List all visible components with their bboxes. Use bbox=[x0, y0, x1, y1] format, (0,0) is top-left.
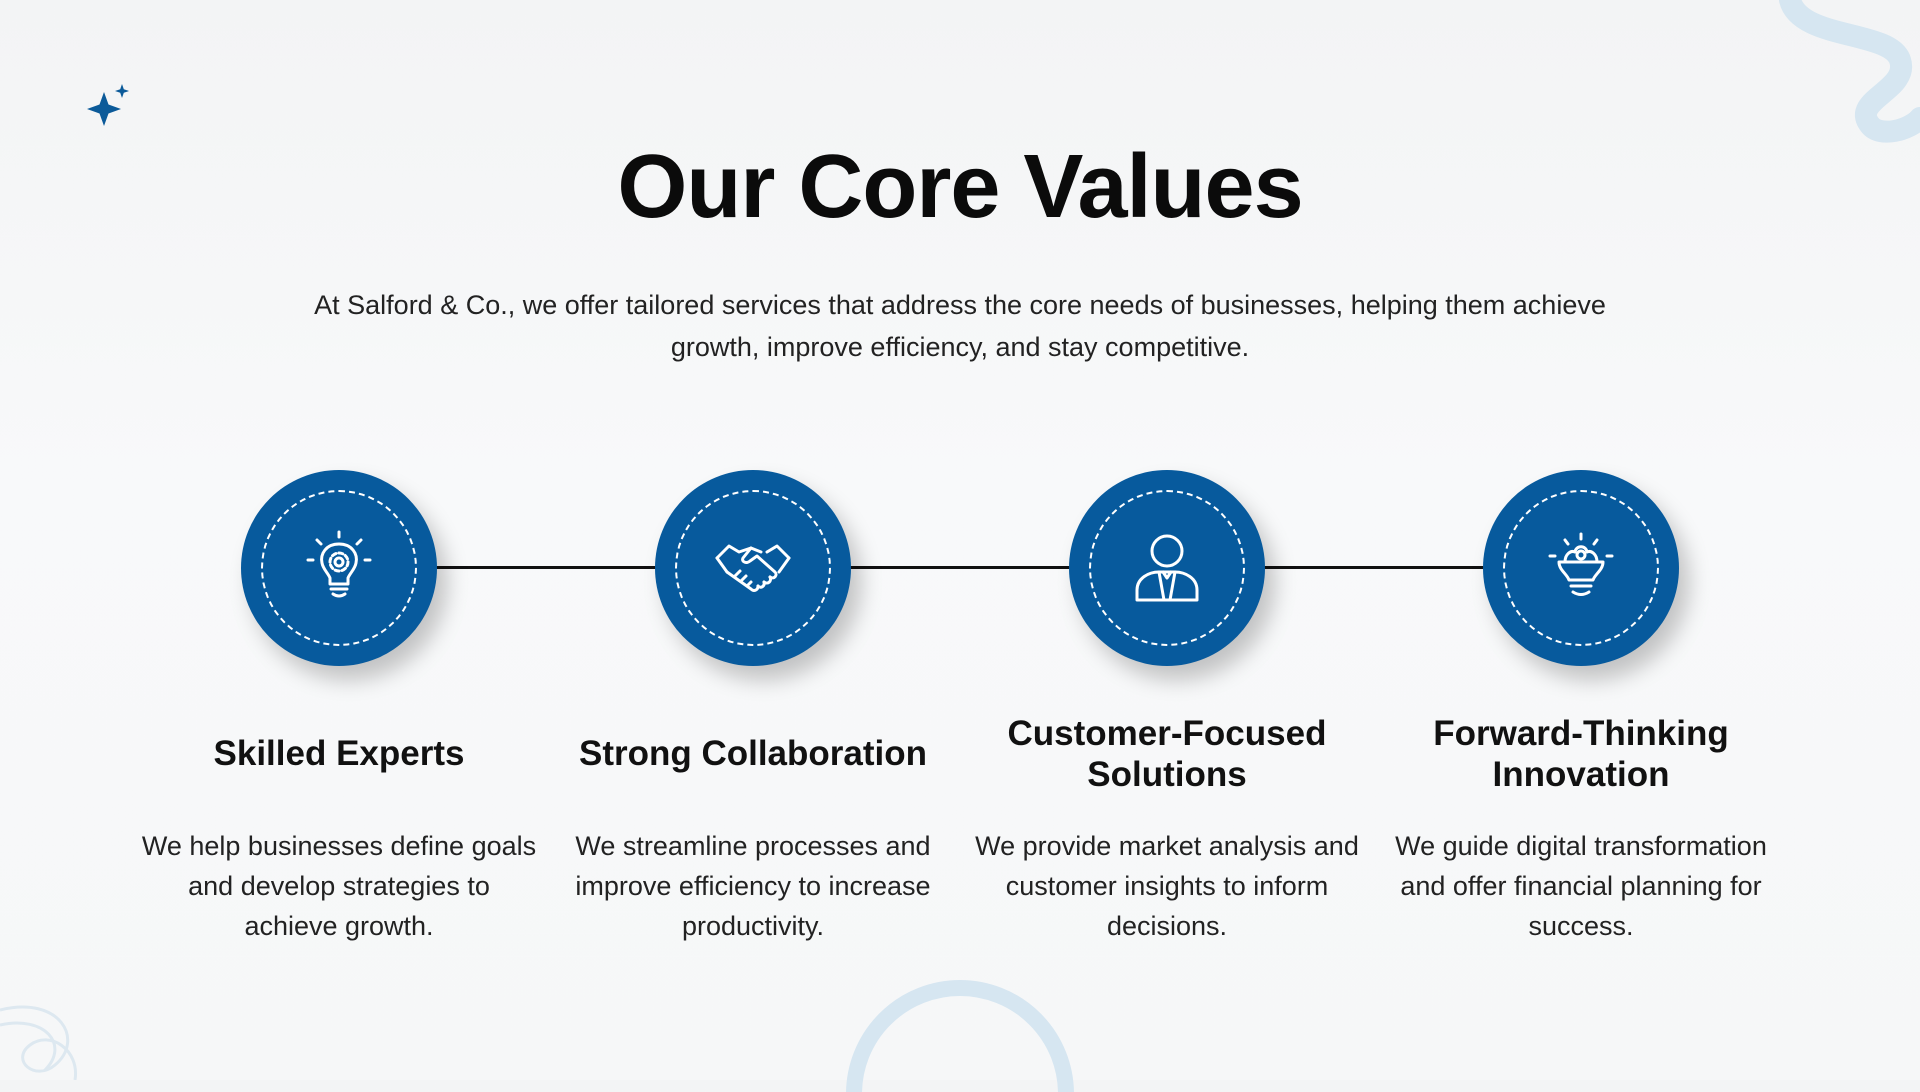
value-text-customer-focused: We provide market analysis and customer … bbox=[975, 831, 1359, 941]
value-text-strong-collaboration: We streamline processes and improve effi… bbox=[575, 831, 931, 941]
arc-decoration bbox=[846, 980, 1074, 1092]
timeline-connector bbox=[340, 566, 1580, 569]
loop-decoration bbox=[0, 1005, 77, 1080]
lightbulb-innovation-icon bbox=[1548, 532, 1614, 596]
value-circle-forward-thinking bbox=[1483, 470, 1679, 666]
handshake-icon bbox=[715, 544, 791, 592]
person-icon bbox=[1135, 534, 1199, 602]
sparkle-icon bbox=[87, 84, 129, 126]
value-text-skilled-experts: We help businesses define goals and deve… bbox=[141, 831, 537, 941]
value-text-forward-thinking: We guide digital transformation and offe… bbox=[1395, 831, 1767, 941]
value-title-forward-thinking: Forward-Thinking Innovation bbox=[1433, 714, 1729, 794]
value-circle-skilled-experts bbox=[241, 470, 437, 666]
lightbulb-gear-icon bbox=[306, 530, 372, 598]
value-title-skilled-experts: Skilled Experts bbox=[213, 734, 465, 773]
value-circle-strong-collaboration bbox=[655, 470, 851, 666]
squiggle-decoration bbox=[1779, 0, 1920, 143]
value-title-customer-focused: Customer-Focused Solutions bbox=[1007, 714, 1327, 794]
page-title: Our Core Values bbox=[617, 137, 1303, 237]
value-circle-customer-focused bbox=[1069, 470, 1265, 666]
intro-text: At Salford & Co., we offer tailored serv… bbox=[314, 290, 1606, 362]
value-title-strong-collaboration: Strong Collaboration bbox=[578, 734, 928, 773]
